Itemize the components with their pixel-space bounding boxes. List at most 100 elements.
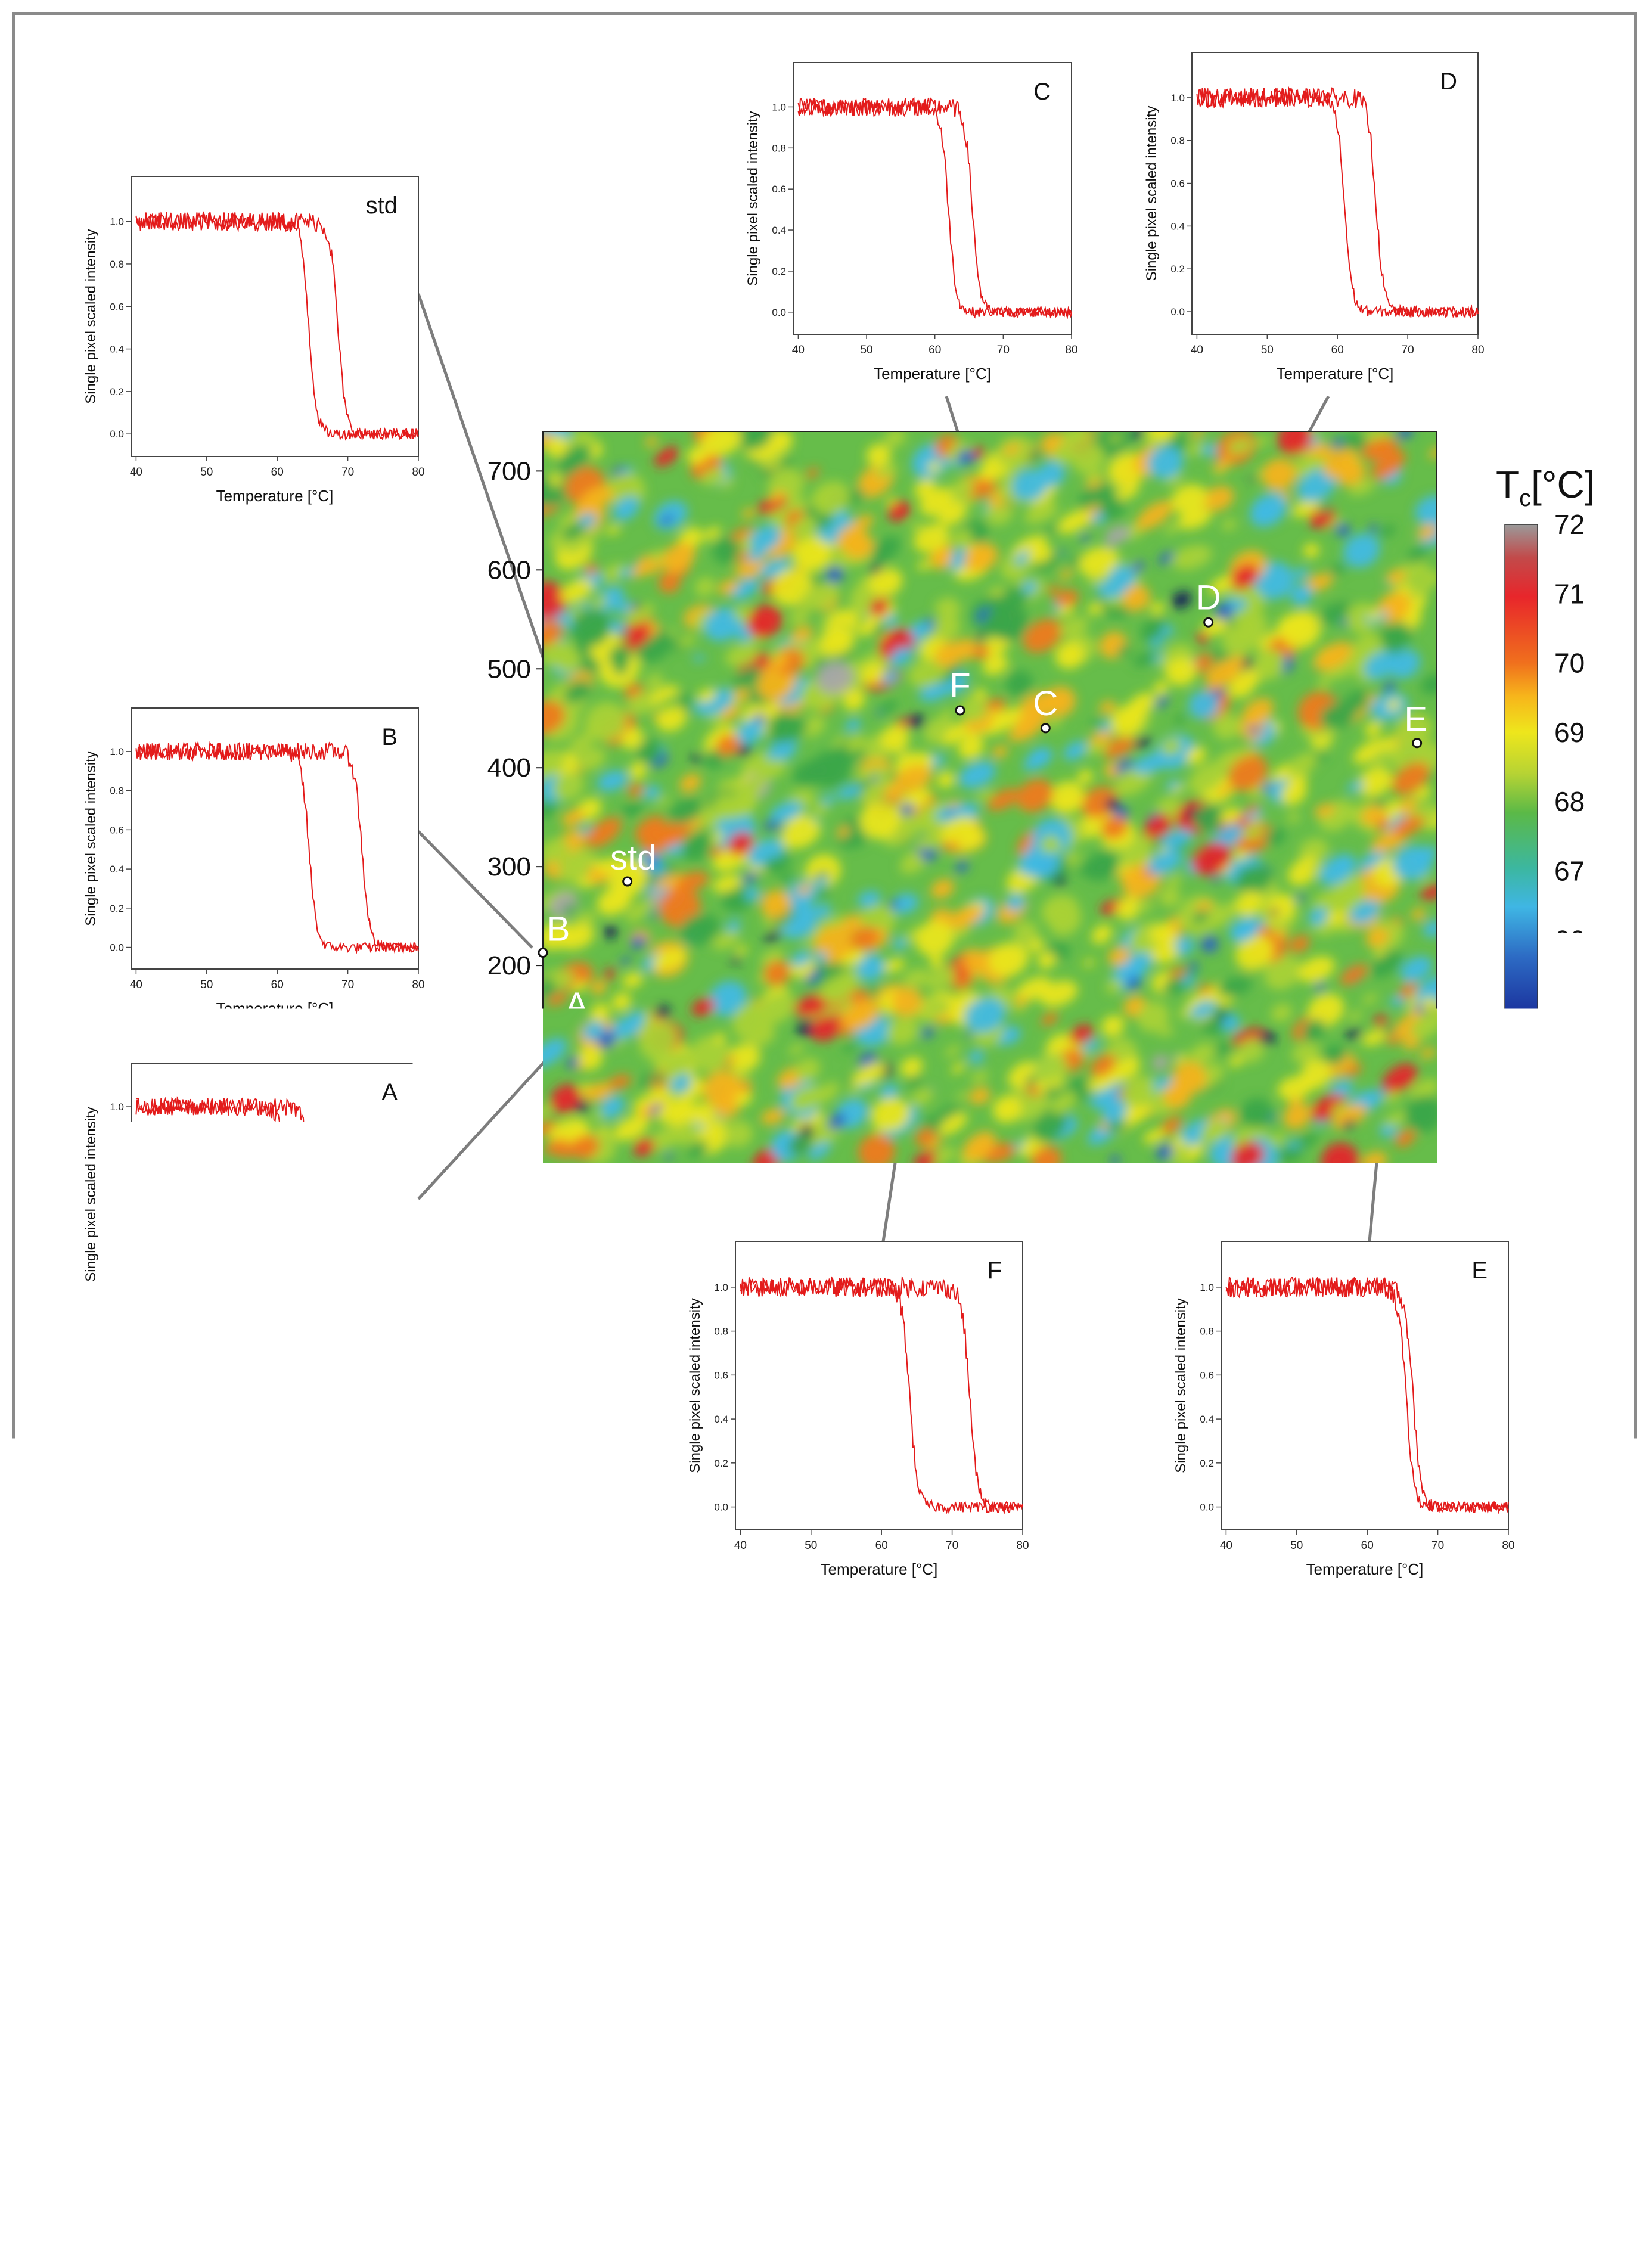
inset-y-tick-label: 0.2 <box>1170 263 1185 275</box>
inset-y-tick-label: 0.4 <box>1170 221 1185 232</box>
inset-y-tick-label: 1.0 <box>772 101 786 113</box>
colorbar-tick-label: 64 <box>1554 1063 1585 1094</box>
inset-y-tick-label: 0.2 <box>772 266 786 277</box>
table-body: std (standard) (85 , 285) Tc , ΔTc , δTc clo… <box>160 1809 1616 2240</box>
marker-C <box>1041 724 1049 732</box>
marker-D <box>1204 618 1213 626</box>
inset-label: A <box>381 1079 398 1106</box>
colorbar-tick-label: 70 <box>1554 648 1585 679</box>
marker-B <box>539 949 547 957</box>
colorbar-tick-label: 69 <box>1554 717 1585 748</box>
cell-characteristic: High Tc / High ΔTc <box>605 2002 920 2061</box>
x-tick-label: 100 <box>620 1177 664 1206</box>
inset-y-tick-label: 0.0 <box>714 1502 728 1513</box>
inset-y-tick-label: 1.0 <box>1170 92 1185 104</box>
inset-plot-B: 40 50 60 70 80 0.0 0.2 0.4 0.6 0.8 1.0 Temperature … <box>83 708 425 1017</box>
marker-F <box>956 706 964 715</box>
table-row: std (standard) (85 , 285) Tc , ΔTc , δTc clo… <box>160 1809 1616 1943</box>
inset-x-tick-label: 80 <box>412 466 424 479</box>
inset-xlabel: Temperature [°C] <box>216 487 334 505</box>
inset-x-tick-label: 70 <box>1402 344 1414 356</box>
connector-B <box>418 831 532 948</box>
inset-y-tick-label: 0.6 <box>714 1370 728 1381</box>
cell-tc: 64.2 <box>920 2120 1136 2179</box>
marker-label-F: F <box>949 666 970 705</box>
inset-y-tick-label: 0.0 <box>1170 306 1185 318</box>
marker-label-D: D <box>1196 578 1221 617</box>
cell-tc: 64.8 <box>920 1943 1136 2002</box>
inset-y-tick-label: 0.0 <box>110 1298 124 1309</box>
cell-tc: 65.7 <box>920 2061 1136 2120</box>
header-delta-tc: ΔTc [°C] <box>1136 1679 1377 1809</box>
inset-x-tick-label: 80 <box>412 1335 424 1347</box>
inset-x-tick-label: 50 <box>860 344 872 356</box>
inset-x-tick-label: 60 <box>271 979 284 991</box>
inset-x-tick-label: 70 <box>341 979 354 991</box>
inset-x-tick-label: 60 <box>929 344 941 356</box>
x-tick-label: 700 <box>1216 1177 1260 1206</box>
colorbar-title: Tc[°C] <box>1496 463 1595 511</box>
inset-y-tick-label: 1.0 <box>110 1101 124 1113</box>
cell-characteristic: Tc , ΔTc , δTc close to mean value <box>605 1809 920 1943</box>
table-row: C (506 , 440) Low δTc 65.7 3.8 0.4 <box>160 2061 1616 2120</box>
inset-y-tick-label: 1.0 <box>714 1282 728 1293</box>
inset-frame <box>1221 1241 1508 1530</box>
inset-y-tick-label: 0.6 <box>772 184 786 195</box>
heatmap: 0 100 200 300 400 500 600 700 800 900010020030040… <box>487 409 1461 1206</box>
inset-y-tick-label: 0.4 <box>772 225 786 236</box>
inset-x-tick-label: 40 <box>792 344 805 356</box>
table-row: D (670 , 547) High δTc 64.2 2.9 5.1 <box>160 2120 1616 2179</box>
cell-label: E <box>160 2179 336 2240</box>
marker-label-std: std <box>610 839 656 877</box>
cell-small-delta-tc: 2.6 <box>1377 1809 1616 1943</box>
cell-position: (880 , 425) <box>336 2179 604 2240</box>
inset-y-tick-label: 0.4 <box>1200 1414 1214 1425</box>
inset-y-tick-label: 0.0 <box>110 428 124 440</box>
cell-characteristic: Low δTc <box>605 2061 920 2120</box>
inset-x-tick-label: 40 <box>130 979 142 991</box>
x-tick-label: 0 <box>536 1177 550 1206</box>
inset-label: D <box>1440 69 1457 95</box>
inset-x-tick-label: 40 <box>734 1539 747 1552</box>
x-tick-label: 200 <box>720 1177 763 1206</box>
inset-y-tick-label: 0.8 <box>772 142 786 154</box>
inset-ylabel: Single pixel scaled intensity <box>687 1298 703 1473</box>
x-tick-label: 400 <box>918 1177 962 1206</box>
header-small-delta-tc: δTc [°C] <box>1377 1679 1616 1809</box>
inset-y-tick-label: 0.8 <box>714 1326 728 1337</box>
cell-label: A <box>160 1943 336 2002</box>
inset-y-tick-label: 0.6 <box>110 301 124 312</box>
cell-position: (670 , 547) <box>336 2120 604 2179</box>
inset-label: E <box>1471 1257 1488 1284</box>
colorbar-gradient <box>1505 524 1538 1079</box>
inset-x-tick-label: 50 <box>805 1539 817 1552</box>
cell-position: (0 , 213) <box>336 2002 604 2061</box>
inset-x-tick-label: 70 <box>946 1539 958 1552</box>
inset-ylabel: Single pixel scaled intensity <box>1144 106 1160 281</box>
inset-label: F <box>988 1257 1002 1284</box>
x-tick-label: 900 <box>1415 1177 1458 1206</box>
cell-label: D <box>160 2120 336 2179</box>
inset-x-tick-label: 70 <box>1431 1539 1444 1552</box>
inset-xlabel: Temperature [°C] <box>216 999 334 1017</box>
inset-x-tick-label: 60 <box>271 466 284 479</box>
cell-delta-tc: 7.2 <box>1136 2002 1377 2061</box>
inset-y-tick-label: 0.4 <box>110 344 124 355</box>
inset-label: C <box>1033 79 1051 105</box>
inset-x-tick-label: 60 <box>875 1539 888 1552</box>
inset-y-tick-label: 1.0 <box>110 216 124 228</box>
header-label: Label <box>160 1679 336 1809</box>
cell-characteristic: High δTc <box>605 2120 920 2179</box>
inset-plot-A: 40 50 60 70 800.00.20.40.60.81.0Temperature … <box>83 1063 425 1374</box>
cell-small-delta-tc: 1.6 <box>1377 1943 1616 2002</box>
marker-E <box>1413 739 1421 747</box>
cell-tc: 68.0 <box>920 1809 1136 1943</box>
inset-plot-C: 40 50 60 70 800.00.20.40.60.81.0Temperature … <box>745 63 1078 383</box>
y-tick-label: 0 <box>517 1149 531 1178</box>
cell-small-delta-tc: 1.9 <box>1377 2179 1616 2240</box>
inset-x-tick-label: 80 <box>1502 1539 1514 1552</box>
inset-x-tick-label: 60 <box>1331 344 1344 356</box>
marker-label-C: C <box>1033 684 1058 723</box>
inset-y-tick-label: 0.0 <box>1200 1502 1214 1513</box>
table-header-row: Label (x,y) position Specific characteris… <box>160 1679 1616 1809</box>
